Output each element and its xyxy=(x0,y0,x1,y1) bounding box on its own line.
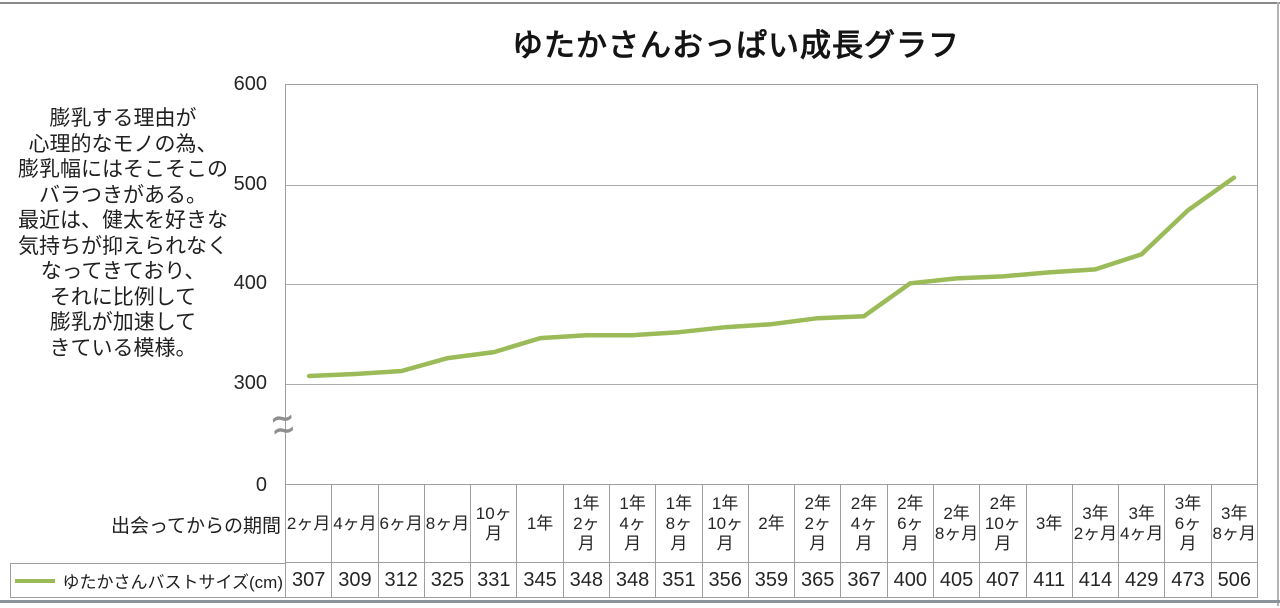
table-category-cell: 1年 4ヶ 月 xyxy=(609,485,657,563)
legend: ゆたかさんバストサイズ(cm) xyxy=(10,563,285,598)
table-category-cell: 1年 xyxy=(517,485,564,563)
frame-border-bottom xyxy=(0,600,1280,603)
table-category-cell: 2年 xyxy=(748,485,796,563)
data-table-value-row: 307 309 312 325 331 345 348 348 351 356 359 365 367 4… xyxy=(285,563,1258,598)
table-value-cell: 356 xyxy=(703,563,749,597)
table-category-cell: 1年 2ヶ 月 xyxy=(563,485,610,563)
gridline xyxy=(286,284,1257,286)
y-tick-label: 0 xyxy=(255,474,267,496)
table-value-cell: 407 xyxy=(980,563,1027,597)
table-value-cell: 312 xyxy=(379,563,425,597)
frame-border-top xyxy=(0,2,1280,4)
table-value-cell: 367 xyxy=(841,563,888,597)
y-tick-label: 400 xyxy=(233,272,267,295)
table-value-cell: 325 xyxy=(425,563,472,597)
y-tick-label: 500 xyxy=(233,172,267,195)
table-value-cell: 331 xyxy=(471,563,518,597)
table-category-cell: 6ヶ月 xyxy=(378,485,425,563)
data-table-category-row: 2ヶ月 4ヶ月 6ヶ月 8ヶ月 10ヶ 月 1年 1年 2ヶ 月 1年 4ヶ 月 1年 8ヶ 月… xyxy=(285,485,1258,563)
table-category-cell: 4ヶ月 xyxy=(332,485,379,563)
gridline xyxy=(286,184,1257,186)
plot-area xyxy=(285,84,1258,485)
table-value-cell: 309 xyxy=(332,563,379,597)
table-value-cell: 351 xyxy=(656,563,703,597)
table-value-cell: 405 xyxy=(934,563,981,597)
table-category-cell: 2年 10ヶ 月 xyxy=(980,485,1027,563)
table-value-cell: 414 xyxy=(1073,563,1120,597)
table-category-cell: 2年 8ヶ月 xyxy=(933,485,981,563)
chart-title: ゆたかさんおっぱい成長グラフ xyxy=(512,28,960,63)
table-value-cell: 307 xyxy=(286,563,333,597)
table-category-cell: 10ヶ 月 xyxy=(471,485,518,563)
series-color-swatch xyxy=(15,578,55,583)
gridline xyxy=(286,384,1257,385)
frame-border-right xyxy=(1277,2,1279,606)
series-label: ゆたかさんバストサイズ(cm) xyxy=(62,573,283,592)
table-value-cell: 359 xyxy=(749,563,796,597)
y-tick-label: 300 xyxy=(233,372,267,394)
table-category-cell: 8ヶ月 xyxy=(424,485,472,563)
table-category-cell: 3年 2ヶ月 xyxy=(1072,485,1120,563)
table-category-cell: 3年 xyxy=(1026,485,1073,563)
gridlines xyxy=(286,85,1257,484)
y-tick-label: 600 xyxy=(233,73,267,95)
table-category-cell: 1年 8ヶ 月 xyxy=(656,485,703,563)
table-category-cell: 3年 6ヶ 月 xyxy=(1165,485,1212,563)
table-value-cell: 506 xyxy=(1212,563,1258,597)
table-category-cell: 2年 2ヶ 月 xyxy=(795,485,842,563)
table-category-cell: 2年 6ヶ 月 xyxy=(887,485,934,563)
table-value-cell: 400 xyxy=(888,563,934,597)
table-category-cell: 3年 4ヶ月 xyxy=(1119,485,1166,563)
table-category-cell: 3年 8ヶ月 xyxy=(1211,485,1258,563)
table-category-cell: 1年 10ヶ 月 xyxy=(702,485,749,563)
table-category-cell: 2ヶ月 xyxy=(286,485,333,563)
table-value-cell: 429 xyxy=(1119,563,1166,597)
table-value-cell: 348 xyxy=(610,563,657,597)
table-value-cell: 473 xyxy=(1165,563,1212,597)
table-value-cell: 345 xyxy=(517,563,564,597)
table-category-cell: 2年 4ヶ 月 xyxy=(841,485,888,563)
series-line xyxy=(306,175,1237,379)
table-value-cell: 365 xyxy=(795,563,842,597)
annotation-text: 膨乳する理由が 心理的なモノの為、 膨乳幅にはそこそこの バラつきがある。 最近… xyxy=(18,107,228,360)
x-axis-title: 出会ってからの期間 xyxy=(110,516,281,537)
table-value-cell: 411 xyxy=(1027,563,1073,597)
table-value-cell: 348 xyxy=(564,563,610,597)
